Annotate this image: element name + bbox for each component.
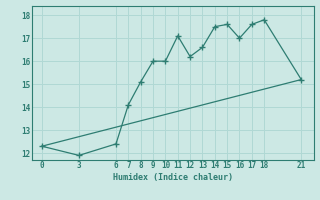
- X-axis label: Humidex (Indice chaleur): Humidex (Indice chaleur): [113, 173, 233, 182]
